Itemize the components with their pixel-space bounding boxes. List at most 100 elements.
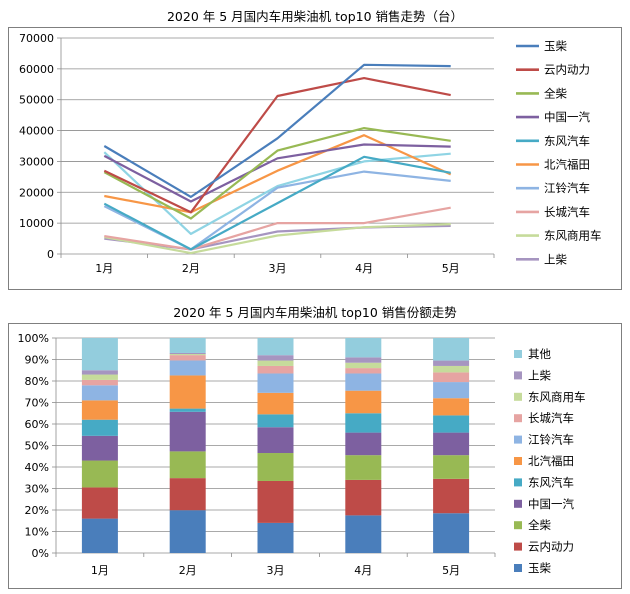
bar-segment-北汽福田 <box>345 390 382 414</box>
bar-chart-ytick-label: 0% <box>32 547 49 560</box>
bar-segment-上柴 <box>81 370 118 375</box>
line-chart-ytick-label: 60000 <box>19 63 54 76</box>
bar-legend-swatch <box>514 392 522 401</box>
bar-segment-长城汽车 <box>257 365 294 374</box>
line-chart-ytick-label: 10000 <box>19 217 54 230</box>
bar-legend-swatch <box>514 499 522 508</box>
bar-segment-上柴 <box>257 355 294 361</box>
bar-segment-东风汽车 <box>345 413 382 433</box>
line-series-东风商用车 <box>104 223 451 255</box>
bar-segment-东风商用车 <box>433 365 470 373</box>
line-chart-xtick-label: 1月 <box>95 262 113 275</box>
bar-legend-swatch <box>514 457 522 465</box>
bar-segment-长城汽车 <box>81 379 118 386</box>
line-legend-label: 北汽福田 <box>544 158 590 172</box>
bar-chart-ytick-label: 70% <box>25 397 49 410</box>
bar-segment-玉柴 <box>257 522 294 553</box>
bar-segment-云内动力 <box>433 478 470 514</box>
bar-segment-全柴 <box>433 455 470 479</box>
bar-legend-swatch <box>514 414 522 423</box>
bar-segment-上柴 <box>345 357 382 363</box>
bar-segment-上柴 <box>433 360 470 366</box>
line-legend-label: 长城汽车 <box>544 205 590 219</box>
bar-segment-全柴 <box>345 455 382 480</box>
line-chart-ytick-label: 30000 <box>19 155 54 168</box>
bar-segment-江铃汽车 <box>345 373 382 391</box>
bar-chart-ytick-label: 50% <box>25 440 49 453</box>
bar-segment-东风汽车 <box>433 415 470 433</box>
bar-segment-中国一汽 <box>433 432 470 456</box>
bar-segment-东风商用车 <box>257 360 294 366</box>
bar-legend-swatch <box>514 371 522 380</box>
line-legend-label: 上柴 <box>544 252 567 266</box>
bar-legend-label: 玉柴 <box>528 561 551 575</box>
bar-chart-xtick-label: 5月 <box>442 564 460 577</box>
bar-segment-中国一汽 <box>81 435 118 461</box>
bar-chart-ytick-label: 80% <box>25 375 49 388</box>
bar-chart-ytick-label: 100% <box>18 332 49 345</box>
bar-segment-全柴 <box>169 451 206 479</box>
bar-segment-东风汽车 <box>257 414 294 428</box>
line-chart-ytick-label: 20000 <box>19 186 54 199</box>
bar-chart-xtick-label: 2月 <box>179 564 197 577</box>
bar-legend-label: 江铃汽车 <box>528 433 574 447</box>
bar-segment-上柴 <box>169 352 206 355</box>
line-series-中国一汽 <box>103 143 451 203</box>
bar-segment-中国一汽 <box>345 432 382 456</box>
line-legend-label: 云内动力 <box>544 63 590 77</box>
line-legend-label: 东风商用车 <box>544 229 602 243</box>
bar-legend-swatch <box>514 542 522 551</box>
bar-chart-ytick-label: 10% <box>25 526 49 539</box>
line-chart-ytick-label: 40000 <box>19 125 54 138</box>
line-legend-label: 玉柴 <box>544 39 567 53</box>
line-series-北汽福田 <box>104 134 452 214</box>
bar-chart-xtick-label: 4月 <box>354 564 372 577</box>
bar-segment-全柴 <box>257 453 294 481</box>
line-chart-ytick-label: 0 <box>47 248 54 261</box>
bar-legend-swatch <box>514 521 522 530</box>
line-chart-title: 2020 年 5 月国内车用柴油机 top10 销售走势（台） <box>166 9 464 24</box>
bar-segment-东风商用车 <box>345 362 382 369</box>
bar-chart-ytick-label: 30% <box>25 483 49 496</box>
bar-segment-云内动力 <box>81 487 118 519</box>
bar-segment-云内动力 <box>169 478 206 511</box>
line-series-东风汽车 <box>103 155 451 251</box>
bar-legend-label: 长城汽车 <box>528 411 574 425</box>
line-series-玉柴 <box>103 63 451 198</box>
bar-segment-玉柴 <box>345 515 382 553</box>
bar-chart-ytick-label: 60% <box>25 418 49 431</box>
line-legend-label: 江铃汽车 <box>544 181 590 195</box>
bar-segment-玉柴 <box>169 510 206 553</box>
line-legend-label: 全柴 <box>544 86 567 100</box>
bar-segment-云内动力 <box>345 479 382 516</box>
bar-segment-长城汽车 <box>433 372 470 383</box>
bar-legend-swatch <box>514 350 522 358</box>
line-series-云内动力 <box>103 76 451 214</box>
line-chart-ytick-label: 70000 <box>19 32 54 45</box>
bar-segment-江铃汽车 <box>81 385 118 401</box>
line-chart-xtick-label: 4月 <box>355 262 373 275</box>
bar-segment-江铃汽车 <box>433 382 470 399</box>
bar-chart-ytick-label: 40% <box>25 461 49 474</box>
bar-chart-xtick-label: 3月 <box>267 564 285 577</box>
bar-segment-玉柴 <box>81 518 118 553</box>
bar-segment-其他 <box>257 338 294 356</box>
bar-segment-长城汽车 <box>345 368 382 374</box>
bar-legend-label: 全柴 <box>528 518 551 532</box>
bar-legend-label: 东风商用车 <box>528 390 586 404</box>
bar-segment-其他 <box>169 338 206 353</box>
bar-chart-ytick-label: 90% <box>25 354 49 367</box>
bar-segment-其他 <box>81 338 118 371</box>
bar-segment-玉柴 <box>433 513 470 553</box>
bar-segment-北汽福田 <box>169 375 206 409</box>
line-chart-ytick-label: 50000 <box>19 94 54 107</box>
bar-segment-全柴 <box>81 460 118 488</box>
bar-segment-长城汽车 <box>169 355 206 361</box>
line-legend-label: 东风汽车 <box>544 134 590 148</box>
line-chart-xtick-label: 2月 <box>182 262 200 275</box>
bar-chart-xtick-label: 1月 <box>91 564 109 577</box>
bar-legend-label: 云内动力 <box>528 540 574 554</box>
bar-chart-ytick-label: 20% <box>25 504 49 517</box>
line-series-长城汽车 <box>104 206 451 251</box>
bar-legend-label: 中国一汽 <box>528 497 574 511</box>
